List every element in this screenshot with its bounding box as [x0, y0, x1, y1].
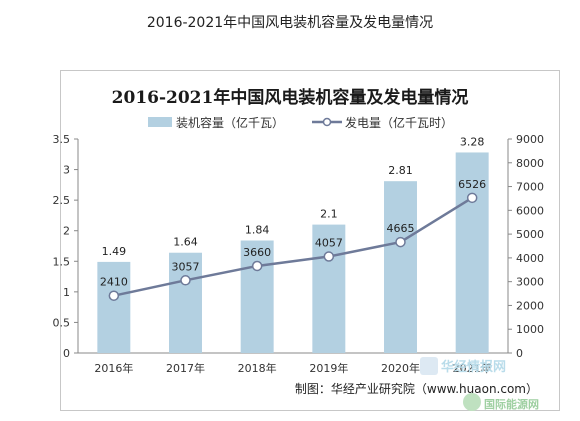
line-value-label: 3660	[243, 246, 271, 259]
watermark-line1: 华经情报网	[441, 359, 506, 375]
y-right-tick-label: 1000	[516, 323, 544, 336]
bar-value-label: 1.64	[173, 236, 198, 249]
y-left-tick-label: 1.5	[53, 255, 71, 268]
line-point	[466, 192, 478, 204]
line-value-label: 6526	[458, 178, 486, 191]
y-left-tick-label: 3	[63, 164, 70, 177]
y-right-tick-label: 8000	[516, 157, 544, 170]
chart-title: 2016-2021年中国风电装机容量及发电量情况	[112, 87, 469, 108]
bar-labels: 1.49 1.64 1.84 2.1 2.81 3.28	[102, 135, 485, 257]
x-tick-label: 2016年	[94, 361, 133, 375]
line-point	[108, 290, 120, 301]
y-left-tick-label: 2.5	[53, 194, 71, 207]
legend-line-marker	[322, 117, 332, 127]
line-path	[113, 196, 473, 297]
line-point	[251, 260, 263, 272]
legend-line-label: 发电量（亿千瓦时）	[345, 115, 453, 130]
y-right-tick-label: 0	[516, 347, 523, 360]
y-right-tick-label: 9000	[516, 133, 544, 146]
source-note: 制图：华经产业研究院（www.huaon.com）	[295, 381, 538, 396]
watermark-globe	[463, 393, 481, 411]
bar	[384, 181, 417, 353]
x-tick-label: 2021年	[453, 361, 492, 375]
y-left-tick-label: 2	[63, 225, 70, 238]
bar-value-label: 3.28	[460, 135, 485, 148]
x-tick-label: 2020年	[381, 361, 420, 375]
bar	[169, 252, 202, 353]
legend-bar-label: 装机容量（亿千瓦）	[176, 115, 284, 130]
y-right-tick-label: 3000	[516, 276, 544, 289]
line-point	[323, 251, 335, 262]
y-right-tick-label: 6000	[516, 204, 544, 217]
y-right-tick-label: 5000	[516, 228, 544, 241]
line-point	[395, 236, 406, 248]
line-value-label: 4665	[387, 222, 415, 235]
y-right-tick-label: 4000	[516, 252, 544, 265]
axes: 0 0.5 1 1.5 2 2.5 3 3.5 0 1000 2000 3000 4000 5000 600…	[53, 133, 545, 375]
x-tick-label: 2018年	[238, 361, 277, 375]
line-value-label: 4057	[315, 237, 343, 250]
y-right-tick-label: 2000	[516, 299, 544, 312]
y-right-tick-label: 7000	[516, 181, 544, 194]
y-left-tick-label: 0.5	[53, 316, 71, 329]
page-title: 2016-2021年中国风电装机容量及发电量情况	[146, 15, 434, 31]
chart-frame	[60, 70, 560, 411]
watermark-line2: 国际能源网	[484, 397, 539, 411]
bar-value-label: 1.84	[245, 223, 270, 236]
y-left-tick-label: 0	[63, 347, 70, 360]
watermark-logo	[420, 357, 438, 375]
y-left-tick-label: 1	[63, 286, 70, 299]
line-point	[180, 275, 191, 286]
y-left-tick-label: 3.5	[53, 133, 71, 146]
bar-value-label: 2.1	[320, 208, 338, 221]
bar	[455, 152, 489, 353]
watermark: 华经情报网 国际能源网	[420, 357, 539, 411]
bar-value-label: 1.49	[102, 245, 127, 258]
line-value-label: 3057	[172, 260, 200, 273]
bar	[97, 261, 131, 353]
legend: 装机容量（亿千瓦） 发电量（亿千瓦时）	[148, 115, 453, 130]
x-tick-label: 2017年	[166, 361, 205, 375]
legend-bar-swatch	[148, 117, 172, 127]
x-tick-label: 2019年	[309, 361, 348, 375]
bar-value-label: 2.81	[388, 164, 413, 177]
line-value-label: 2410	[100, 276, 128, 289]
bar	[312, 224, 346, 353]
line-series: 2410 3057 3660 4057 4665 6526	[100, 178, 486, 301]
bars	[97, 152, 489, 353]
bar	[240, 240, 274, 353]
